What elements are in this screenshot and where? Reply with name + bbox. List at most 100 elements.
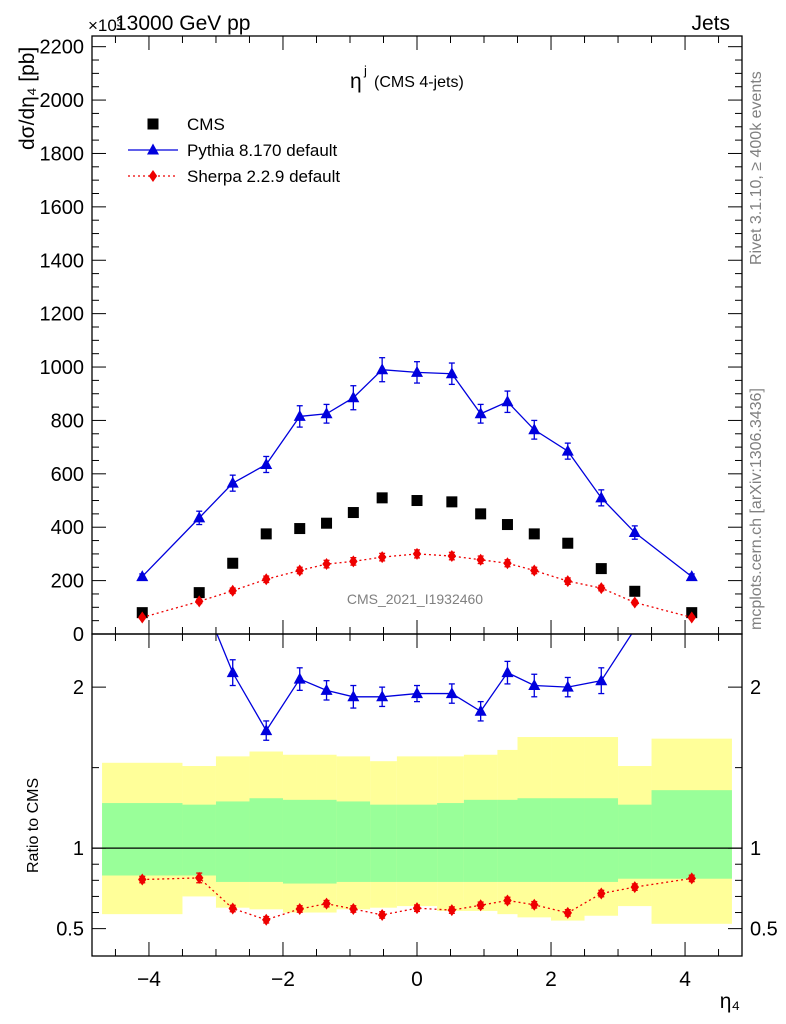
cms-point: [501, 519, 513, 531]
cms-point: [347, 507, 359, 519]
inner-uncertainty-band: [182, 804, 216, 876]
ratio-sherpa-2-2-9-default-point: [687, 872, 696, 885]
sherpa-2-2-9-default-point: [412, 547, 422, 560]
main-y-axis-label: dσ/dη₄ [pb]: [16, 47, 39, 150]
sherpa-2-2-9-default-point: [687, 611, 696, 624]
main-y-tick-label: 1800: [40, 143, 85, 165]
x-axis-label: η₄: [720, 990, 740, 1013]
ratio-pythia-8-170-default-point: [226, 666, 239, 678]
cms-point: [629, 585, 641, 597]
sherpa-2-2-9-default-point: [503, 557, 512, 570]
inner-uncertainty-band: [497, 799, 518, 882]
cms-point: [446, 496, 458, 508]
ratio-pythia-8-170-default-point: [501, 666, 514, 678]
pythia-8-170-default-point: [226, 476, 239, 488]
pythia-8-170-default-point: [260, 457, 273, 469]
ratio-y-tick-label: 0.5: [56, 919, 84, 941]
cms-point: [595, 563, 607, 575]
sherpa-2-2-9-default-point: [530, 564, 539, 577]
inner-uncertainty-band: [618, 804, 652, 879]
sherpa-2-2-9-default-point: [228, 584, 237, 597]
inner-uncertainty-band: [249, 798, 283, 882]
sherpa-2-2-9-default-point: [377, 551, 387, 564]
ratio-pythia-8-170-default-point: [347, 690, 360, 702]
x-tick-label: 4: [679, 968, 691, 991]
main-y-tick-label: 600: [51, 464, 84, 486]
legend: CMS Pythia 8.170 default Sherpa 2.2.9 defa…: [128, 115, 340, 186]
pythia-8-170-default-point: [320, 407, 333, 419]
ratio-sherpa-2-2-9-default-point: [322, 897, 331, 910]
ratio-pythia-8-170-default-point: [445, 687, 458, 699]
ratio-sherpa-2-2-9-default-point: [630, 881, 639, 894]
watermark: CMS_2021_I1932460: [347, 591, 483, 607]
ratio-sherpa-2-2-9-default-point: [228, 902, 237, 915]
main-y-tick-label: 1200: [40, 304, 85, 326]
pythia-8-170-default-point: [293, 409, 306, 421]
inner-uncertainty-band: [316, 799, 337, 884]
ratio-sherpa-2-2-9-default-point: [563, 906, 572, 919]
sherpa-2-2-9-default-point: [563, 575, 572, 588]
legend-marker: [147, 118, 159, 130]
ratio-pythia-8-170-default-point: [293, 672, 306, 684]
main-y-tick-label: 1600: [40, 197, 85, 219]
cms-point: [411, 495, 423, 507]
ratio-sherpa-2-2-9-default-point: [447, 904, 457, 917]
ratio-sherpa-2-2-9-default-point: [138, 873, 147, 886]
x-tick-label: 0: [411, 968, 423, 991]
pythia-8-170-default-point: [628, 526, 641, 538]
plot-title-sup: j: [363, 63, 367, 78]
ratio-y-tick-label-right: 0.5: [750, 919, 778, 941]
sherpa-2-2-9-default-point: [262, 573, 271, 586]
ratio-pythia-8-170-default-point: [528, 679, 541, 691]
legend-label: CMS: [187, 115, 225, 134]
ratio-y-axis-label: Ratio to CMS: [25, 778, 42, 873]
sherpa-2-2-9-default-point: [322, 558, 331, 571]
x-tick-label: −2: [271, 968, 295, 991]
sherpa-2-2-9-default-point: [195, 595, 204, 608]
main-y-tick-label: 1400: [40, 250, 85, 272]
header-right: Jets: [691, 12, 730, 35]
ratio-y-tick-label-right: 1: [750, 838, 761, 860]
ratio-sherpa-2-2-9-default-point: [503, 894, 512, 907]
ratio-sherpa-2-2-9-default-point: [597, 887, 606, 900]
ratio-pythia-8-170-default-point: [561, 680, 574, 692]
ratio-pythia-8-170-default-point: [320, 683, 333, 695]
inner-uncertainty-band: [584, 798, 619, 882]
pythia-8-170-default-point: [376, 363, 389, 375]
cms-point: [193, 587, 205, 599]
main-panel: 0 200 400 600 800 1000 1200 1400 1600 1800 2000 220…: [40, 35, 743, 646]
inner-uncertainty-band: [651, 790, 732, 879]
ratio-sherpa-2-2-9-default-point: [476, 899, 485, 912]
sherpa-2-2-9-default-point: [295, 564, 304, 577]
inner-uncertainty-band: [336, 801, 371, 882]
ratio-panel: 0.5 0.5 1 1 2 2 −4 −2 0 2 4: [56, 633, 778, 991]
main-y-tick-label: 400: [51, 517, 84, 539]
plot-title-main: η: [350, 70, 362, 93]
inner-uncertainty-band: [102, 803, 183, 876]
pythia-8-170-default-point: [411, 365, 423, 377]
cms-point: [227, 557, 239, 569]
sherpa-2-2-9-default-point: [597, 582, 606, 595]
ratio-data: [92, 634, 742, 926]
legend-marker: [147, 143, 159, 155]
inner-uncertainty-band: [282, 799, 317, 884]
plot-title-rest: (CMS 4-jets): [374, 74, 464, 91]
main-y-tick-label: 200: [51, 571, 84, 593]
ratio-y-tick-label: 2: [73, 677, 84, 699]
inner-uncertainty-band: [396, 804, 438, 882]
pythia-8-170-default-line: [141, 369, 693, 578]
ratio-sherpa-2-2-9-default-point: [530, 898, 539, 911]
main-y-tick-label: 0: [73, 624, 84, 646]
ratio-sherpa-2-2-9-default-point: [377, 908, 387, 921]
legend-label: Pythia 8.170 default: [187, 141, 338, 160]
cms-point: [475, 508, 487, 520]
inner-uncertainty-band: [551, 798, 585, 882]
pythia-8-170-default-point: [501, 395, 514, 407]
ratio-pythia-8-170-default-point: [474, 704, 487, 716]
sherpa-2-2-9-default-point: [447, 550, 457, 563]
cms-point: [562, 537, 574, 549]
pythia-8-170-default-point: [528, 423, 541, 435]
ratio-sherpa-2-2-9-default-line: [142, 877, 692, 921]
ratio-y-tick-label-right: 2: [750, 677, 761, 699]
